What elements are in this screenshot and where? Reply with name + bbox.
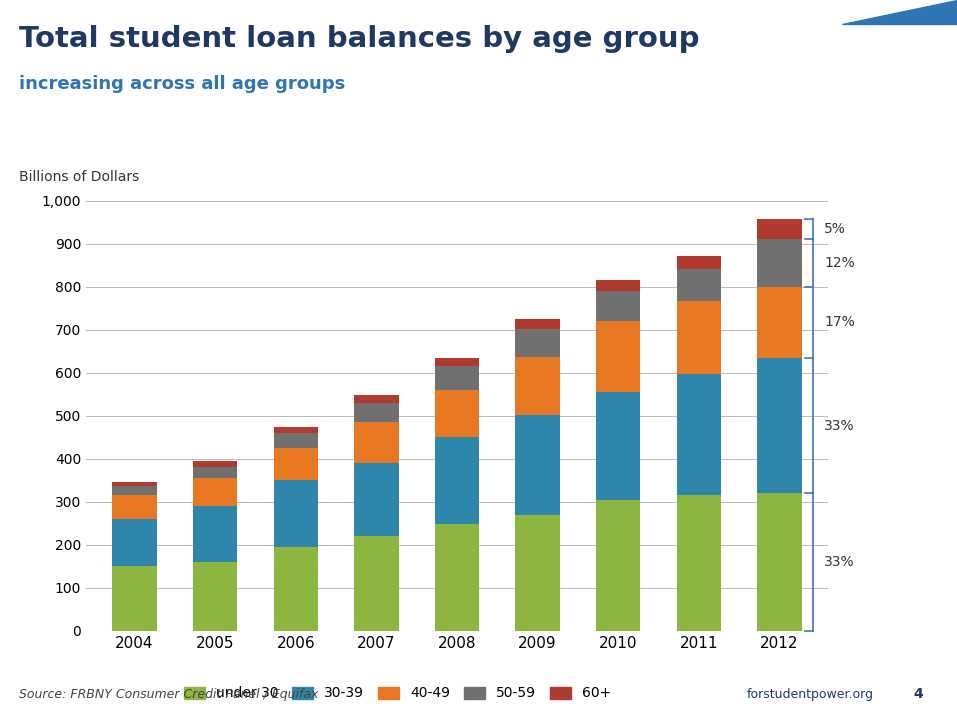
- Bar: [193, 562, 237, 631]
- Bar: [112, 519, 157, 566]
- Text: Billions of Dollars: Billions of Dollars: [19, 169, 140, 184]
- Bar: [193, 478, 237, 506]
- Bar: [354, 536, 398, 631]
- Legend: under 30, 30-39, 40-49, 50-59, 60+: under 30, 30-39, 40-49, 50-59, 60+: [179, 681, 616, 706]
- Text: Total student loan balances by age group: Total student loan balances by age group: [19, 25, 700, 53]
- Bar: [434, 437, 479, 524]
- Bar: [677, 269, 721, 301]
- Bar: [274, 480, 318, 547]
- Bar: [677, 256, 721, 269]
- Bar: [274, 427, 318, 433]
- Bar: [274, 547, 318, 631]
- Bar: [193, 462, 237, 467]
- Bar: [516, 357, 560, 415]
- Bar: [354, 422, 398, 463]
- Text: Source: FRBNY Consumer Credit Panel / Equifax: Source: FRBNY Consumer Credit Panel / Eq…: [19, 688, 319, 701]
- Bar: [596, 321, 640, 392]
- Text: 33%: 33%: [824, 555, 855, 569]
- Text: 33%: 33%: [824, 419, 855, 432]
- Bar: [274, 433, 318, 448]
- Bar: [354, 395, 398, 403]
- Bar: [516, 415, 560, 515]
- Bar: [677, 495, 721, 631]
- Bar: [112, 566, 157, 631]
- Text: increasing across all age groups: increasing across all age groups: [19, 75, 345, 93]
- Bar: [354, 403, 398, 422]
- Bar: [434, 390, 479, 437]
- Bar: [193, 506, 237, 562]
- Text: 4: 4: [914, 687, 924, 701]
- Bar: [596, 280, 640, 291]
- Text: forstudentpower.org: forstudentpower.org: [746, 688, 874, 701]
- Bar: [193, 467, 237, 478]
- Bar: [677, 301, 721, 374]
- Bar: [677, 374, 721, 495]
- Bar: [274, 448, 318, 480]
- Bar: [757, 287, 802, 358]
- Bar: [596, 291, 640, 321]
- Bar: [112, 495, 157, 519]
- Bar: [757, 493, 802, 631]
- Bar: [757, 219, 802, 239]
- Bar: [434, 358, 479, 366]
- Bar: [757, 239, 802, 287]
- Text: 17%: 17%: [824, 315, 855, 329]
- Bar: [434, 366, 479, 390]
- Bar: [516, 329, 560, 357]
- Text: 5%: 5%: [824, 222, 846, 237]
- Bar: [516, 320, 560, 329]
- Bar: [354, 463, 398, 536]
- Bar: [112, 486, 157, 495]
- Bar: [596, 392, 640, 500]
- Bar: [112, 482, 157, 486]
- Polygon shape: [842, 0, 957, 24]
- Bar: [596, 500, 640, 631]
- Bar: [757, 358, 802, 493]
- Bar: [434, 524, 479, 631]
- Text: 12%: 12%: [824, 256, 855, 270]
- Bar: [516, 515, 560, 631]
